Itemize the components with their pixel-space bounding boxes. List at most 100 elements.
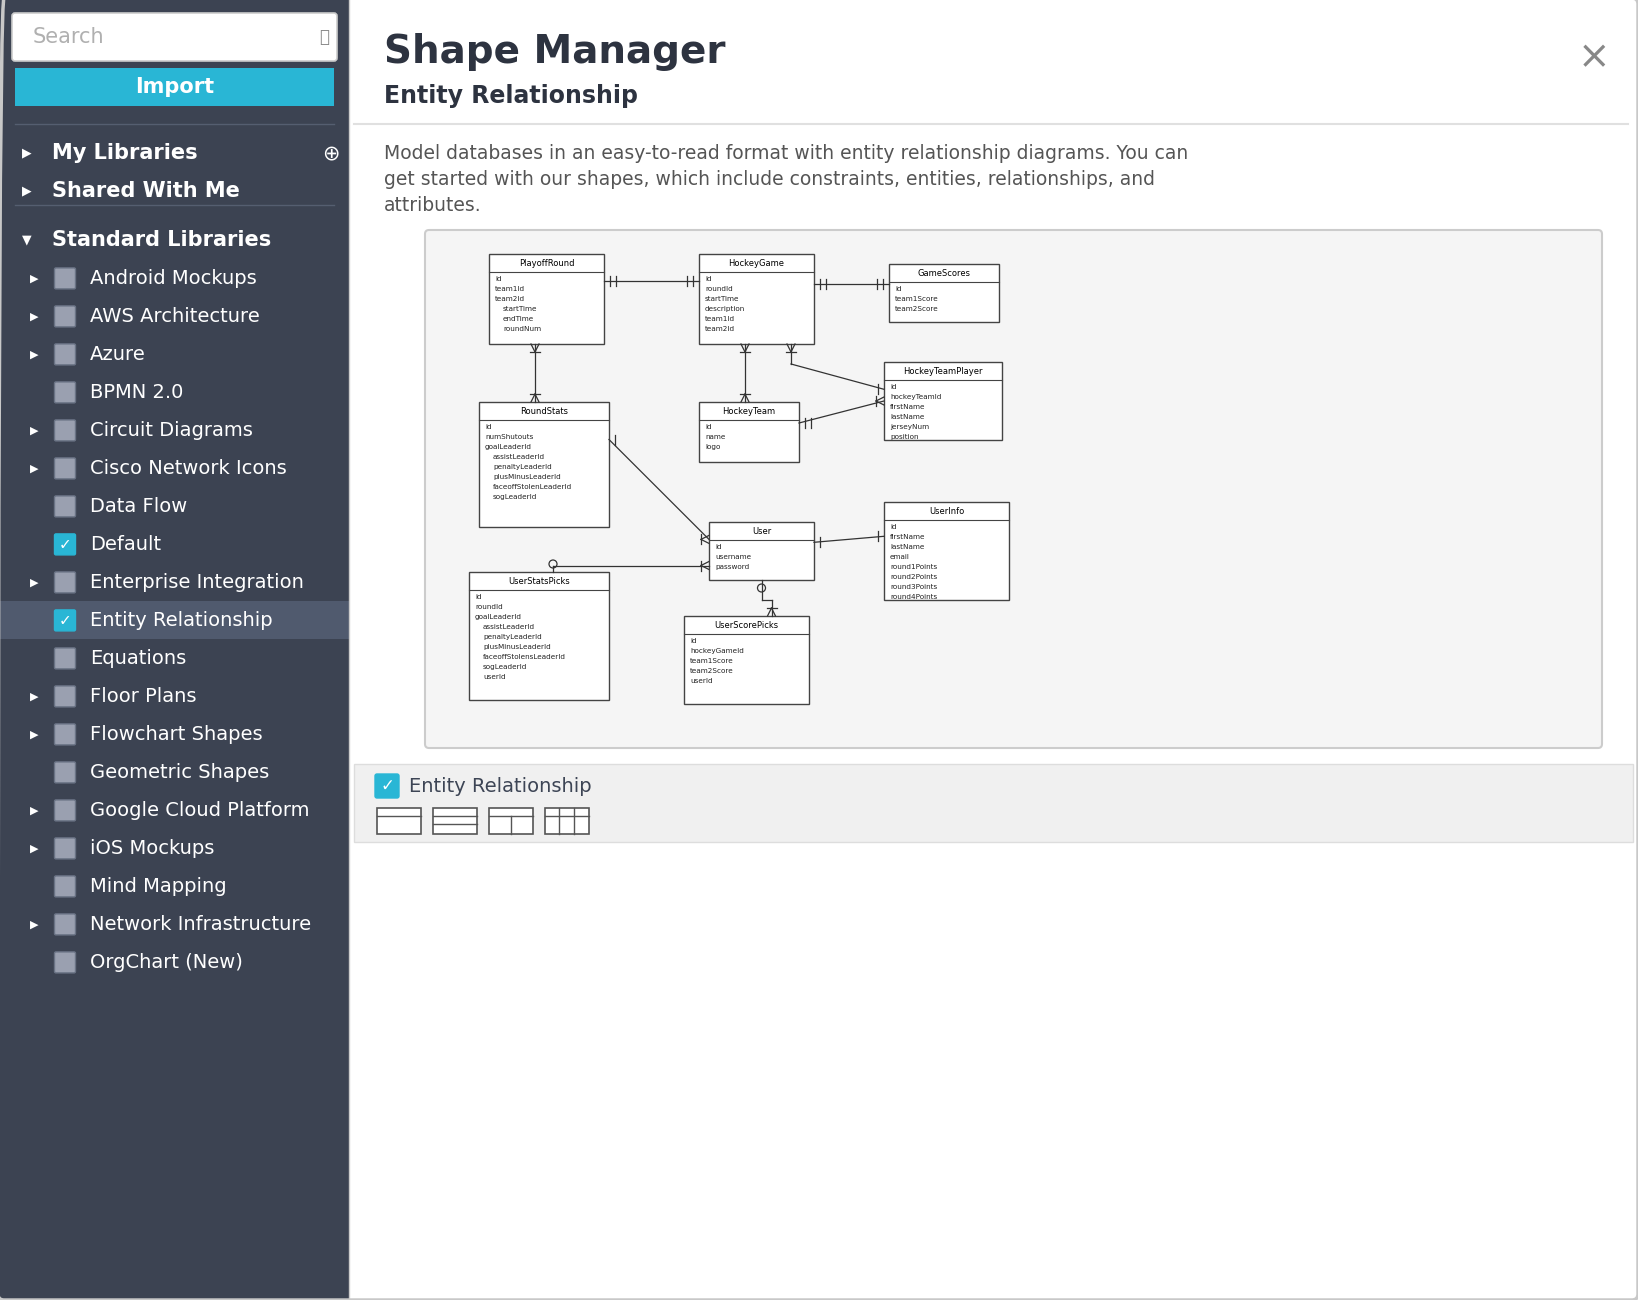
- Text: ▶: ▶: [29, 463, 39, 473]
- Text: User: User: [752, 526, 771, 536]
- FancyBboxPatch shape: [375, 774, 400, 798]
- Text: id: id: [485, 424, 491, 430]
- FancyBboxPatch shape: [54, 952, 75, 972]
- Text: lastName: lastName: [889, 543, 924, 550]
- Text: Cisco Network Icons: Cisco Network Icons: [90, 459, 287, 478]
- FancyBboxPatch shape: [54, 268, 75, 289]
- Text: get started with our shapes, which include constraints, entities, relationships,: get started with our shapes, which inclu…: [383, 170, 1155, 188]
- Bar: [699, 402, 799, 462]
- Bar: [889, 264, 999, 322]
- Text: firstName: firstName: [889, 534, 925, 540]
- Text: id: id: [894, 286, 901, 292]
- Text: Search: Search: [33, 27, 105, 47]
- FancyBboxPatch shape: [54, 382, 75, 403]
- Bar: [885, 361, 1002, 439]
- FancyBboxPatch shape: [54, 344, 75, 365]
- FancyBboxPatch shape: [54, 610, 75, 630]
- Text: ✓: ✓: [59, 612, 72, 628]
- Text: id: id: [716, 543, 722, 550]
- Text: Geometric Shapes: Geometric Shapes: [90, 763, 269, 781]
- Text: team2Id: team2Id: [704, 326, 735, 332]
- Text: assistLeaderId: assistLeaderId: [483, 624, 536, 630]
- Text: Floor Plans: Floor Plans: [90, 686, 197, 706]
- Text: sogLeaderId: sogLeaderId: [483, 664, 527, 670]
- Text: email: email: [889, 554, 909, 560]
- Text: roundId: roundId: [704, 286, 732, 292]
- Text: faceoffStolensLeaderId: faceoffStolensLeaderId: [483, 654, 567, 660]
- Text: Shape Manager: Shape Manager: [383, 32, 726, 72]
- Text: hockeyTeamId: hockeyTeamId: [889, 394, 942, 400]
- Text: ×: ×: [1577, 38, 1610, 75]
- Text: Model databases in an easy-to-read format with entity relationship diagrams. You: Model databases in an easy-to-read forma…: [383, 144, 1188, 162]
- FancyBboxPatch shape: [54, 647, 75, 670]
- Bar: [468, 572, 609, 699]
- Text: endTime: endTime: [503, 316, 534, 322]
- Text: roundId: roundId: [475, 604, 503, 610]
- Text: penaltyLeaderId: penaltyLeaderId: [483, 634, 542, 640]
- Text: team1Id: team1Id: [704, 316, 735, 322]
- Text: lastName: lastName: [889, 413, 924, 420]
- Text: Azure: Azure: [90, 344, 146, 364]
- Text: Equations: Equations: [90, 649, 187, 668]
- Text: ▶: ▶: [29, 350, 39, 359]
- Text: plusMinusLeaderId: plusMinusLeaderId: [493, 474, 560, 480]
- Text: ⊕: ⊕: [323, 143, 339, 162]
- Text: goalLeaderId: goalLeaderId: [475, 614, 523, 620]
- FancyBboxPatch shape: [54, 420, 75, 441]
- Text: plusMinusLeaderId: plusMinusLeaderId: [483, 644, 550, 650]
- Text: Entity Relationship: Entity Relationship: [410, 776, 591, 796]
- FancyBboxPatch shape: [54, 572, 75, 593]
- Text: ▶: ▶: [29, 806, 39, 815]
- Bar: [0, 602, 349, 640]
- FancyBboxPatch shape: [54, 495, 75, 517]
- Text: ▶: ▶: [29, 919, 39, 929]
- FancyBboxPatch shape: [11, 13, 337, 61]
- Text: round2Points: round2Points: [889, 575, 937, 580]
- Text: Import: Import: [134, 77, 215, 98]
- Text: startTime: startTime: [503, 306, 537, 312]
- Text: logo: logo: [704, 445, 721, 450]
- Text: PlayoffRound: PlayoffRound: [519, 259, 575, 268]
- Text: team1Score: team1Score: [894, 296, 939, 302]
- Text: id: id: [690, 638, 696, 644]
- Bar: [490, 254, 604, 344]
- Text: ▶: ▶: [29, 312, 39, 321]
- Text: Data Flow: Data Flow: [90, 497, 187, 516]
- Text: Mind Mapping: Mind Mapping: [90, 878, 226, 896]
- Text: faceoffStolenLeaderId: faceoffStolenLeaderId: [493, 484, 572, 490]
- Text: Entity Relationship: Entity Relationship: [90, 611, 272, 630]
- Text: HockeyGame: HockeyGame: [729, 259, 785, 268]
- Text: UserScorePicks: UserScorePicks: [714, 620, 778, 629]
- Text: username: username: [716, 554, 752, 560]
- Bar: [432, 809, 477, 835]
- Text: HockeyTeamPlayer: HockeyTeamPlayer: [903, 367, 983, 376]
- FancyBboxPatch shape: [54, 876, 75, 897]
- Text: firstName: firstName: [889, 404, 925, 410]
- Bar: [349, 0, 1638, 1300]
- Text: HockeyTeam: HockeyTeam: [722, 407, 775, 416]
- Text: roundNum: roundNum: [503, 326, 541, 332]
- FancyBboxPatch shape: [54, 306, 75, 326]
- FancyBboxPatch shape: [54, 458, 75, 478]
- Bar: [709, 523, 814, 580]
- FancyBboxPatch shape: [424, 230, 1602, 748]
- Text: attributes.: attributes.: [383, 196, 482, 214]
- Text: UserInfo: UserInfo: [929, 507, 965, 516]
- Text: numShutouts: numShutouts: [485, 434, 534, 439]
- Bar: [699, 254, 814, 344]
- FancyBboxPatch shape: [54, 838, 75, 859]
- Text: Android Mockups: Android Mockups: [90, 269, 257, 287]
- Text: id: id: [495, 276, 501, 282]
- FancyBboxPatch shape: [54, 762, 75, 783]
- Text: iOS Mockups: iOS Mockups: [90, 838, 215, 858]
- Text: Flowchart Shapes: Flowchart Shapes: [90, 725, 262, 744]
- Text: assistLeaderId: assistLeaderId: [493, 454, 545, 460]
- Text: userId: userId: [483, 673, 506, 680]
- Text: Google Cloud Platform: Google Cloud Platform: [90, 801, 310, 820]
- Text: ✓: ✓: [380, 777, 393, 796]
- Text: Default: Default: [90, 534, 161, 554]
- Text: hockeyGameId: hockeyGameId: [690, 647, 744, 654]
- Text: id: id: [475, 594, 482, 601]
- Text: ▶: ▶: [21, 147, 31, 160]
- Text: sogLeaderId: sogLeaderId: [493, 494, 537, 500]
